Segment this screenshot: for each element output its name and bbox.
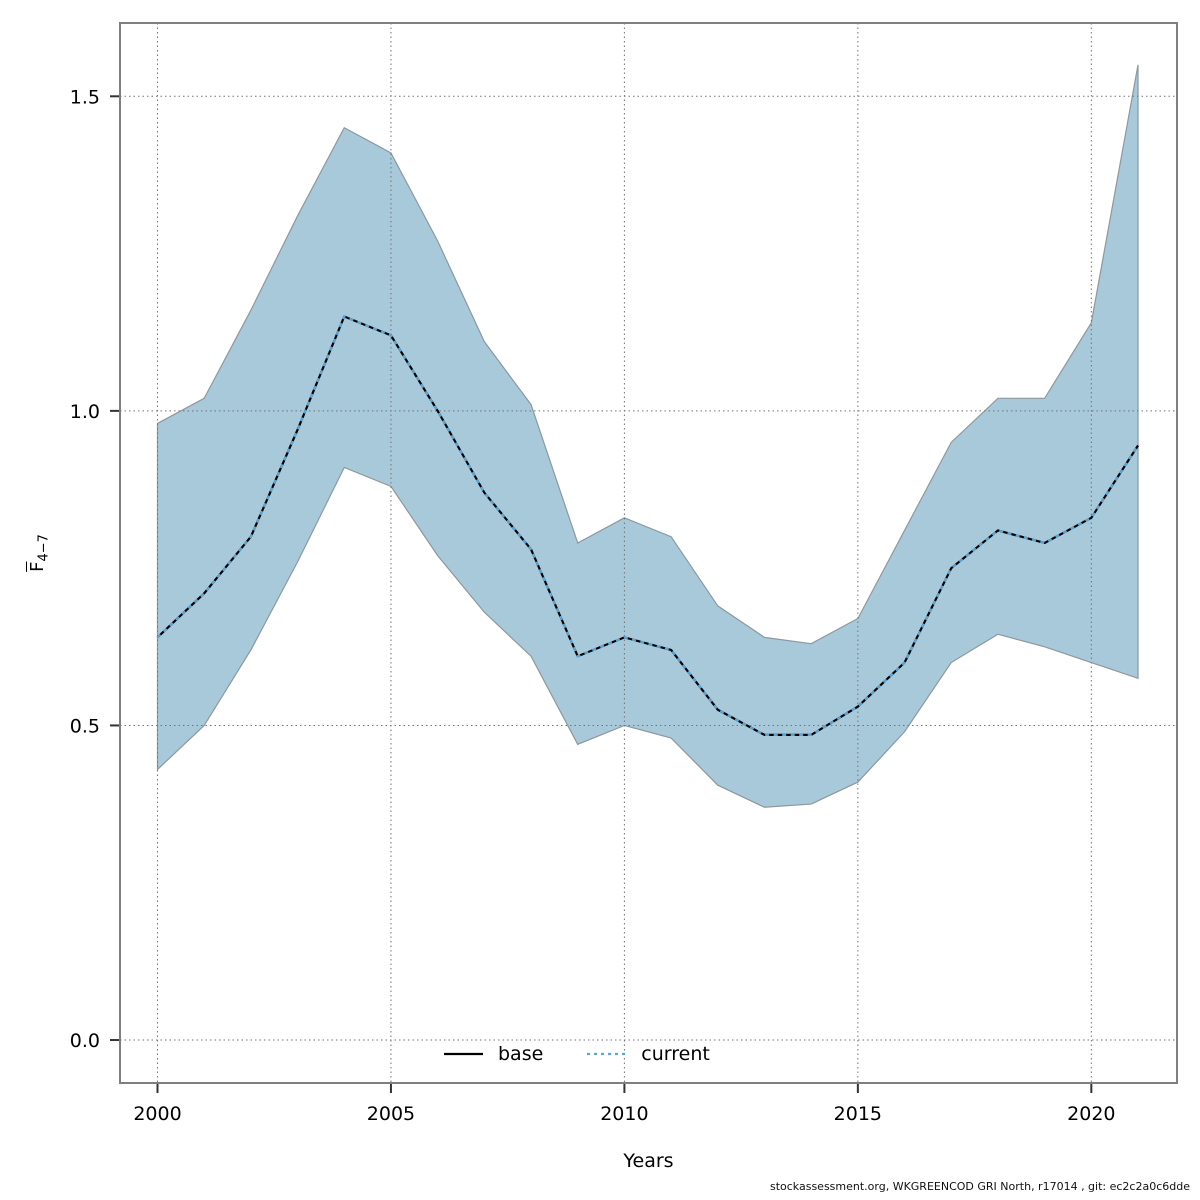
y-tick-label: 1.5: [70, 86, 100, 108]
x-tick-label: 2015: [834, 1103, 882, 1125]
y-tick-label: 1.0: [70, 401, 100, 423]
y-tick-label: 0.0: [70, 1030, 100, 1052]
legend: base current: [444, 1043, 710, 1065]
confidence-band: [156, 64, 1139, 808]
legend-current-line-icon: [587, 1052, 627, 1056]
current-line: [156, 315, 1139, 736]
y-axis-label-letter: F: [27, 561, 48, 572]
y-axis-label-subscript: 4−7: [36, 534, 52, 562]
x-tick-label: 2000: [133, 1103, 181, 1125]
legend-base-line-icon: [444, 1052, 483, 1056]
x-tick-label: 2005: [367, 1103, 415, 1125]
y-tick-label: 0.5: [70, 715, 100, 737]
x-tick-label: 2020: [1067, 1103, 1115, 1125]
y-axis-label: F4−7: [27, 505, 53, 601]
legend-label-base: base: [498, 1043, 544, 1065]
x-tick-label: 2010: [600, 1103, 648, 1125]
caption: stockassessment.org, WKGREENCOD GRI Nort…: [769, 1180, 1190, 1193]
legend-label-current: current: [641, 1043, 710, 1065]
x-axis-label: Years: [623, 1150, 674, 1172]
plot-border: [119, 22, 1178, 1084]
